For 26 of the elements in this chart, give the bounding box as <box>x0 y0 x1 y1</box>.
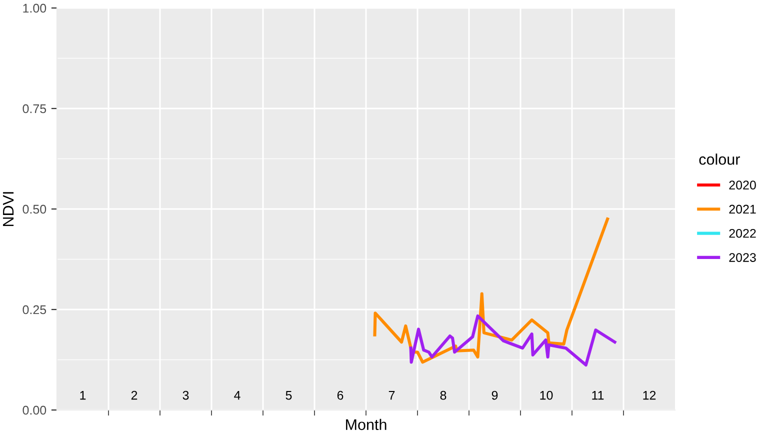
y-tick-label: 0.50 <box>22 204 46 214</box>
x-tick-label: 11 <box>592 391 604 400</box>
x-tick-label: 10 <box>540 390 553 400</box>
line-series <box>373 218 610 364</box>
x-tick-label: 3 <box>182 390 189 400</box>
x-tick-label: 7 <box>388 391 395 400</box>
y-tick-label: 0.25 <box>22 305 46 314</box>
legend-label: 2022 <box>729 228 756 238</box>
x-tick-label: 12 <box>643 390 656 400</box>
y-axis-title: NDVI <box>3 192 14 226</box>
x-tick-label: 1 <box>80 391 86 400</box>
x-tick-label: 4 <box>234 391 240 400</box>
y-tick-label: 0.75 <box>22 104 46 114</box>
legend-title: colour <box>699 154 740 165</box>
x-axis-title: Month <box>346 418 386 430</box>
line-series <box>409 314 616 367</box>
y-tick-label: 1.00 <box>23 4 46 13</box>
x-tick-label: 6 <box>337 390 344 400</box>
legend-label: 2020 <box>729 180 756 190</box>
x-tick-label: 5 <box>286 391 292 400</box>
legend-label: 2021 <box>729 204 756 214</box>
x-tick-label: 2 <box>131 390 138 400</box>
x-tick-label: 8 <box>440 390 446 400</box>
legend-label: 2023 <box>729 253 756 262</box>
x-tick-label: 9 <box>492 390 498 400</box>
y-tick-label: 0.00 <box>22 406 46 415</box>
